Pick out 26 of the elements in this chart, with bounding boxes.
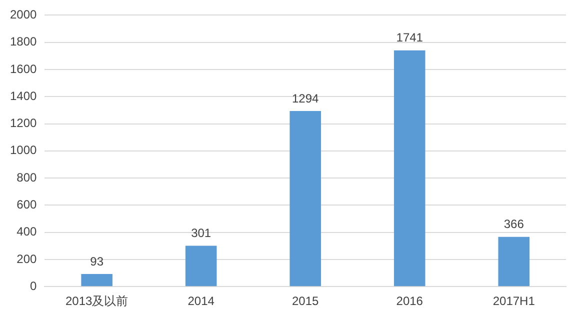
x-tick-label: 2016 (396, 294, 424, 308)
y-tick-label: 600 (16, 197, 38, 212)
data-label: 366 (504, 217, 524, 232)
bar (185, 246, 217, 286)
y-tick-label: 1400 (10, 88, 38, 103)
y-tick-label: 1000 (10, 143, 38, 158)
x-tick-label: 2013及以前 (65, 294, 128, 308)
x-tick-label: 2017H1 (492, 294, 536, 308)
bar (498, 236, 530, 286)
x-tick-label: 2014 (188, 294, 215, 308)
y-tick-label: 2000 (10, 8, 38, 22)
y-tick-label: 1800 (10, 34, 38, 49)
data-label: 1741 (396, 30, 424, 45)
bar (81, 274, 112, 286)
x-tick-label: 2015 (292, 294, 320, 308)
y-tick-label: 200 (16, 252, 38, 266)
data-label: 93 (90, 254, 104, 268)
data-label: 1294 (292, 91, 320, 106)
bar (290, 111, 321, 286)
bar (394, 50, 426, 286)
y-tick-label: 400 (16, 224, 38, 239)
data-label: 301 (191, 226, 212, 240)
y-tick-label: 1600 (10, 62, 38, 76)
y-tick-label: 800 (16, 170, 38, 184)
y-tick-label: 1200 (10, 116, 38, 130)
y-tick-label: 0 (30, 278, 38, 293)
